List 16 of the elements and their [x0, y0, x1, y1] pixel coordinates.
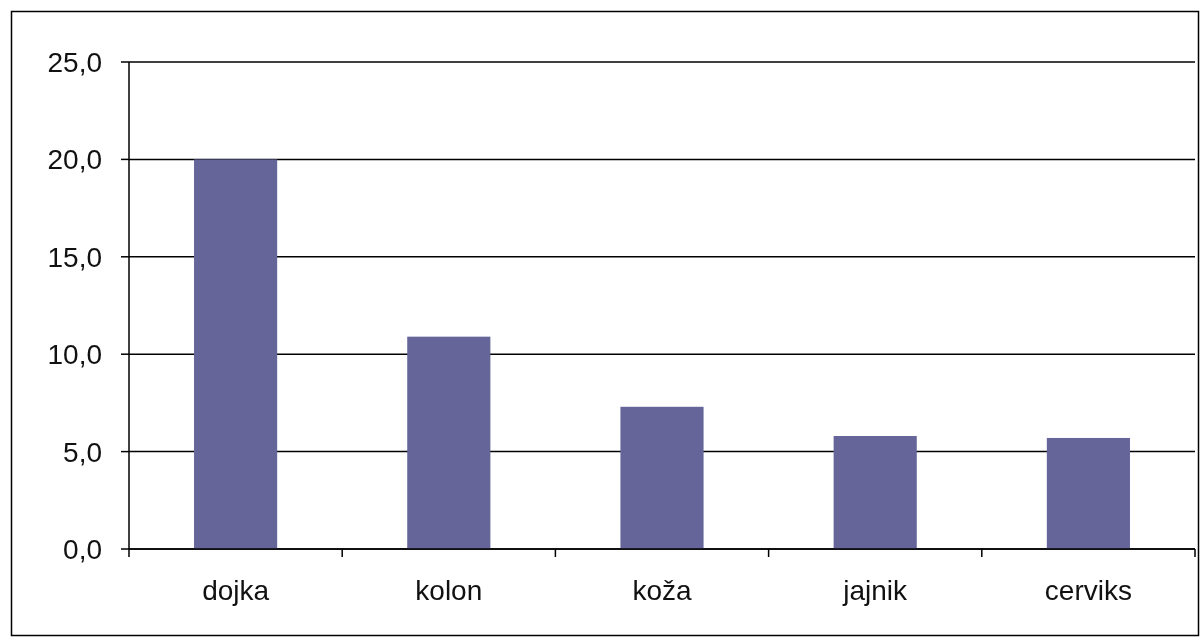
y-tick-label: 15,0: [47, 241, 102, 273]
y-tick-label: 20,0: [47, 144, 102, 176]
x-tick-label: koža: [632, 575, 692, 606]
x-tick-label: kolon: [415, 575, 483, 606]
y-tick-label: 10,0: [47, 339, 102, 371]
y-tick-label: 0,0: [63, 534, 102, 566]
bar: [194, 159, 278, 549]
y-tick-label: 25,0: [47, 47, 102, 79]
bar: [833, 436, 917, 549]
x-tick-label: cerviks: [1044, 575, 1132, 606]
x-tick-label: dojka: [202, 575, 270, 606]
bar: [407, 336, 491, 549]
bar: [620, 406, 704, 549]
x-tick-label: jajnik: [842, 575, 909, 606]
y-tick-label: 5,0: [63, 436, 102, 468]
bar: [1046, 437, 1130, 549]
